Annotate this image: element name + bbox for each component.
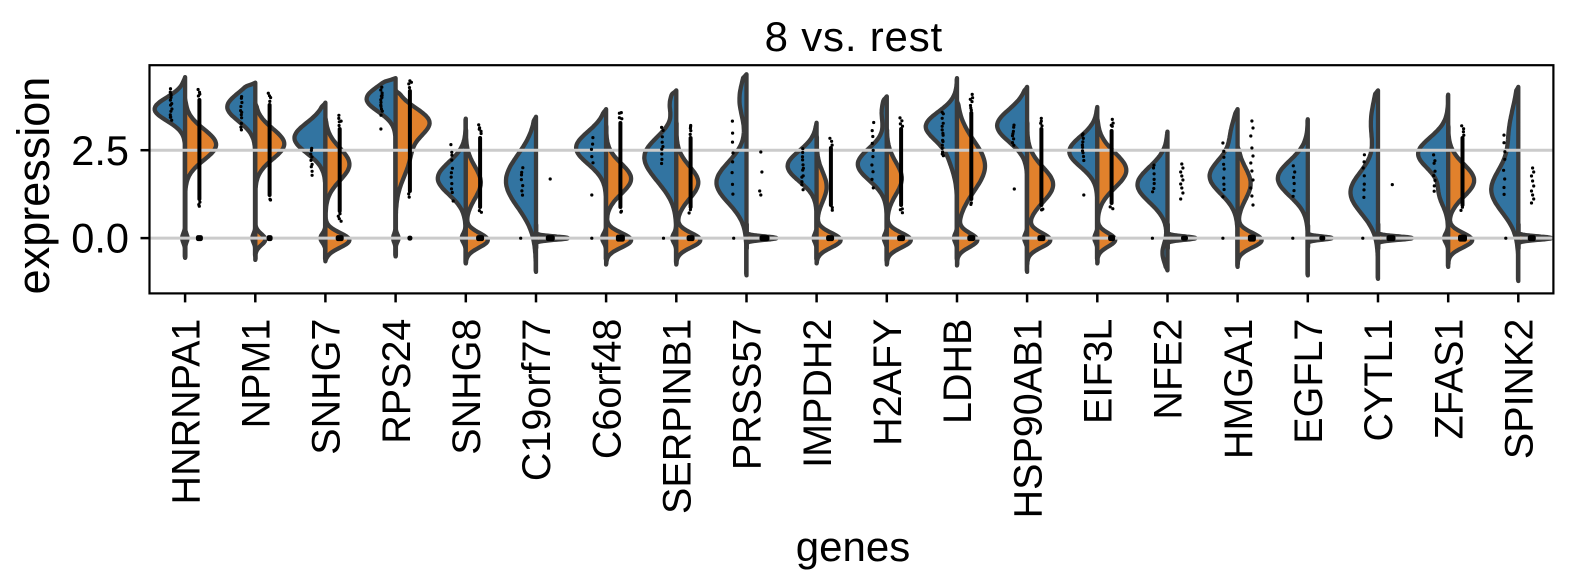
svg-text:SNHG7: SNHG7	[305, 319, 349, 455]
svg-text:LDHB: LDHB	[936, 319, 980, 424]
svg-text:NFE2: NFE2	[1147, 319, 1191, 420]
svg-text:HSP90AB1: HSP90AB1	[1006, 319, 1050, 519]
svg-text:SERPINB1: SERPINB1	[656, 319, 700, 514]
svg-text:8 vs. rest: 8 vs. rest	[765, 13, 943, 60]
svg-text:HNRNPA1: HNRNPA1	[164, 319, 208, 505]
svg-text:RPS24: RPS24	[375, 319, 419, 444]
svg-text:NPM1: NPM1	[235, 319, 279, 429]
svg-text:expression: expression	[8, 77, 59, 295]
svg-text:ZFAS1: ZFAS1	[1427, 319, 1471, 440]
svg-text:CYTL1: CYTL1	[1357, 319, 1401, 442]
svg-text:C19orf77: C19orf77	[515, 319, 559, 482]
svg-text:HMGA1: HMGA1	[1217, 319, 1261, 459]
svg-text:EGFL7: EGFL7	[1287, 319, 1331, 444]
svg-text:H2AFY: H2AFY	[866, 319, 910, 446]
svg-text:EIF3L: EIF3L	[1077, 319, 1121, 424]
svg-text:C6orf48: C6orf48	[585, 319, 629, 460]
svg-text:genes: genes	[796, 523, 910, 570]
svg-text:2.5: 2.5	[71, 127, 129, 174]
svg-text:SPINK2: SPINK2	[1498, 319, 1542, 460]
svg-text:IMPDH2: IMPDH2	[796, 319, 840, 468]
svg-text:SNHG8: SNHG8	[445, 319, 489, 455]
svg-text:PRSS57: PRSS57	[726, 319, 770, 471]
svg-text:0.0: 0.0	[71, 215, 129, 262]
